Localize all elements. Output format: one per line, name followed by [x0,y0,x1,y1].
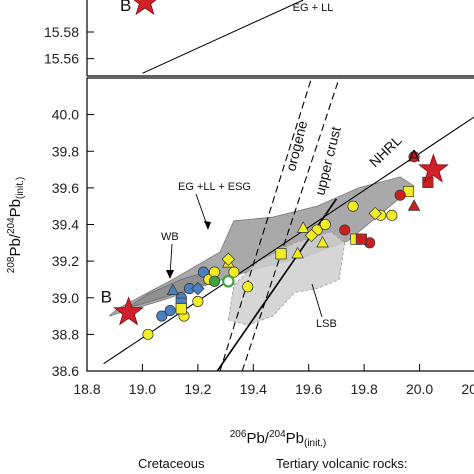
data-point-circle [164,305,176,317]
upper-crust-label: upper crust [311,125,343,197]
data-point-circle [197,266,209,278]
data-point-circle [408,151,420,163]
data-point-diamond [304,228,319,243]
field-label-eg-ll-esg: EG +LL + ESG [178,181,251,193]
data-point-circle [347,200,359,212]
star-a [418,153,449,183]
x-tick-label: 18.8 [73,381,100,397]
field-lsb [227,231,346,326]
y-axis-label: 208Pb/204Pb(init.) [6,177,26,273]
data-point-diamond [368,206,382,221]
y-tick-label: 40.0 [52,107,79,123]
top-panel-y-tick-label: 15.56 [44,51,79,67]
star-b [113,296,144,326]
y-tick-label: 38.6 [52,363,79,379]
y-tick-label: 39.6 [52,180,79,196]
y-tick-label: 39.4 [52,217,79,233]
data-point-square [355,233,367,245]
data-point-circle [319,218,331,231]
data-point-circle [394,189,406,201]
orogene-label: orogene [282,119,310,173]
top-panel-reference-line [142,0,304,74]
x-tick-label: 19.2 [184,381,211,397]
data-point-triangle [407,199,421,211]
x-tick-label: 19.4 [240,381,267,397]
main-panel: 18.8 19.0 19.2 19.4 19.6 19.8 20.0 20.2 38.6 38.8… [52,77,474,397]
upper-crust-line [241,77,340,372]
data-point-square [275,248,287,260]
data-point-circle [142,328,154,340]
x-axis-label: 206Pb/204Pb(init.) [230,429,326,449]
y-tick-label: 39.8 [52,143,79,159]
x-tick-label: 19.0 [129,381,156,397]
data-point-triangle [166,283,180,295]
data-point-triangle [291,246,304,259]
x-tick-label: 20.0 [406,381,433,397]
data-point-diamond [221,252,236,266]
x-tick-label: 19.6 [295,381,322,397]
top-panel: 15.58 15.56 EG + LL B [44,0,474,77]
data-point-square [175,303,187,315]
y-tick-label: 38.8 [52,326,79,342]
top-panel-star-b [133,0,157,16]
top-panel-y-tick-label: 15.58 [44,24,79,40]
data-point-diamond [191,281,205,296]
data-point-circle [208,275,221,287]
field-leader-wb-arrow [166,270,174,279]
field-label-lsb: LSB [316,318,337,330]
legend-heading-tertiary: Tertiary volcanic rocks: [276,456,407,471]
data-point-circle [339,224,351,236]
y-tick-label: 39.2 [52,253,79,269]
x-tick-label: 19.8 [351,381,378,397]
top-panel-field-label: EG + LL [293,2,334,14]
field-label-wb: WB [161,231,179,243]
legend-heading-cretaceous: Cretaceous [138,456,205,471]
y-tick-label: 39.0 [52,290,79,306]
orogene-line [219,77,313,372]
field-leader-eg-arrow [204,221,211,230]
data-point-circle [156,310,168,322]
nhrl-label: NHRL [366,132,405,170]
top-panel-star-label: B [120,0,131,15]
data-point-circle [242,281,254,293]
data-point-triangle [296,221,310,233]
field-leader-lsb [311,283,323,318]
data-point-triangle [316,235,329,248]
data-point-circle [192,295,204,307]
x-tick-label: 20.2 [461,381,474,397]
star-a-label: A [408,147,420,166]
data-point-circle [386,209,398,221]
star-b-label: B [101,287,112,306]
data-point-ring [222,274,235,288]
